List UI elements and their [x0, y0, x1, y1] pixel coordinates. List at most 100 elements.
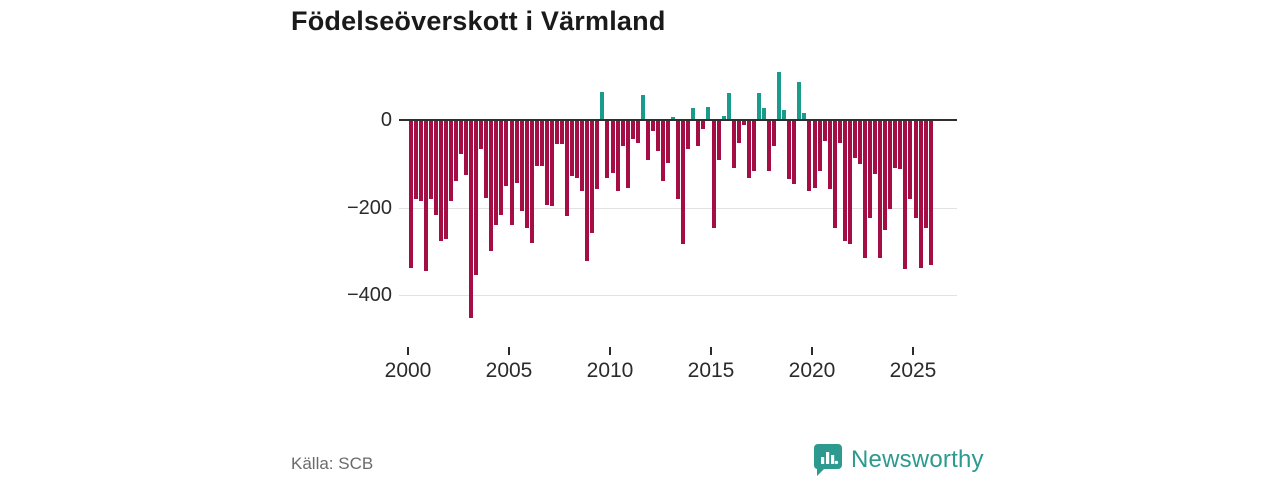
bar — [469, 121, 474, 318]
bar — [686, 121, 691, 150]
bar — [529, 121, 534, 244]
bar — [842, 121, 847, 241]
x-tick-label: 2025 — [889, 359, 937, 382]
bar — [888, 121, 893, 210]
bar — [448, 121, 453, 202]
bar — [721, 116, 726, 120]
y-tick-label: 0 — [380, 109, 392, 131]
x-tick-mark — [710, 347, 712, 355]
x-tick-mark — [407, 347, 409, 355]
bar — [898, 121, 903, 170]
bar — [464, 121, 469, 176]
bar — [873, 121, 878, 175]
bar — [625, 121, 630, 188]
bar — [797, 81, 802, 120]
bar — [484, 121, 489, 198]
bar — [746, 121, 751, 178]
bar — [787, 121, 792, 180]
bar — [736, 121, 741, 143]
x-tick-label: 2010 — [586, 359, 634, 382]
bar — [499, 121, 504, 215]
bar — [575, 121, 580, 178]
bar — [852, 121, 857, 158]
y-tick-label: −200 — [346, 196, 392, 219]
bar — [772, 121, 777, 146]
bar — [792, 121, 797, 185]
bar — [504, 121, 509, 187]
bar — [767, 121, 772, 171]
bar — [807, 121, 812, 191]
gridline — [399, 207, 957, 209]
bar — [903, 121, 908, 270]
bar — [428, 121, 433, 200]
newsworthy-logo: Newsworthy — [813, 443, 984, 476]
bar — [413, 121, 418, 200]
bar — [610, 121, 615, 173]
bar — [777, 71, 782, 120]
bar — [438, 121, 443, 242]
newsworthy-icon — [813, 443, 843, 476]
bar — [595, 121, 600, 190]
bar — [762, 108, 767, 120]
bar — [635, 121, 640, 143]
bar — [918, 121, 923, 268]
source-label: Källa: SCB — [291, 454, 374, 473]
bar — [671, 116, 676, 120]
newsworthy-wordmark: Newsworthy — [851, 445, 984, 473]
bar — [539, 121, 544, 167]
bar — [878, 121, 883, 258]
bar — [408, 121, 413, 268]
bar — [433, 121, 438, 215]
bar — [893, 121, 898, 168]
bar — [661, 121, 666, 181]
bar — [479, 121, 484, 150]
bar — [560, 121, 565, 145]
bar — [443, 121, 448, 239]
bar — [509, 121, 514, 225]
bar — [549, 121, 554, 207]
bar — [600, 92, 605, 120]
bar — [534, 121, 539, 167]
bar — [696, 121, 701, 146]
bar — [822, 121, 827, 142]
x-tick-label: 2015 — [687, 359, 735, 382]
x-tick-label: 2000 — [384, 359, 432, 382]
bar — [544, 121, 549, 205]
bar — [802, 113, 807, 120]
bar — [827, 121, 832, 190]
bar — [519, 121, 524, 212]
x-tick-mark — [609, 347, 611, 355]
bar — [514, 121, 519, 183]
x-tick-mark — [912, 347, 914, 355]
bar — [620, 121, 625, 146]
bar — [615, 121, 620, 191]
bar — [868, 121, 873, 218]
bar — [817, 121, 822, 171]
bar — [711, 121, 716, 228]
bar — [554, 121, 559, 145]
bar — [756, 93, 761, 120]
bar — [474, 121, 479, 275]
bar — [453, 121, 458, 181]
bar — [691, 108, 696, 120]
x-tick-mark — [811, 347, 813, 355]
bar — [812, 121, 817, 188]
bar — [630, 121, 635, 140]
bar — [655, 121, 660, 152]
bar — [913, 121, 918, 218]
bar — [459, 121, 464, 155]
bar — [590, 121, 595, 233]
chart-title: Födelseöverskott i Värmland — [291, 6, 666, 36]
bar — [731, 121, 736, 168]
bar — [580, 121, 585, 191]
bar — [847, 121, 852, 245]
bar — [418, 121, 423, 202]
bar — [741, 121, 746, 126]
bar — [676, 121, 681, 200]
bar — [706, 107, 711, 120]
bar — [570, 121, 575, 177]
bar — [883, 121, 888, 230]
bar — [928, 121, 933, 266]
